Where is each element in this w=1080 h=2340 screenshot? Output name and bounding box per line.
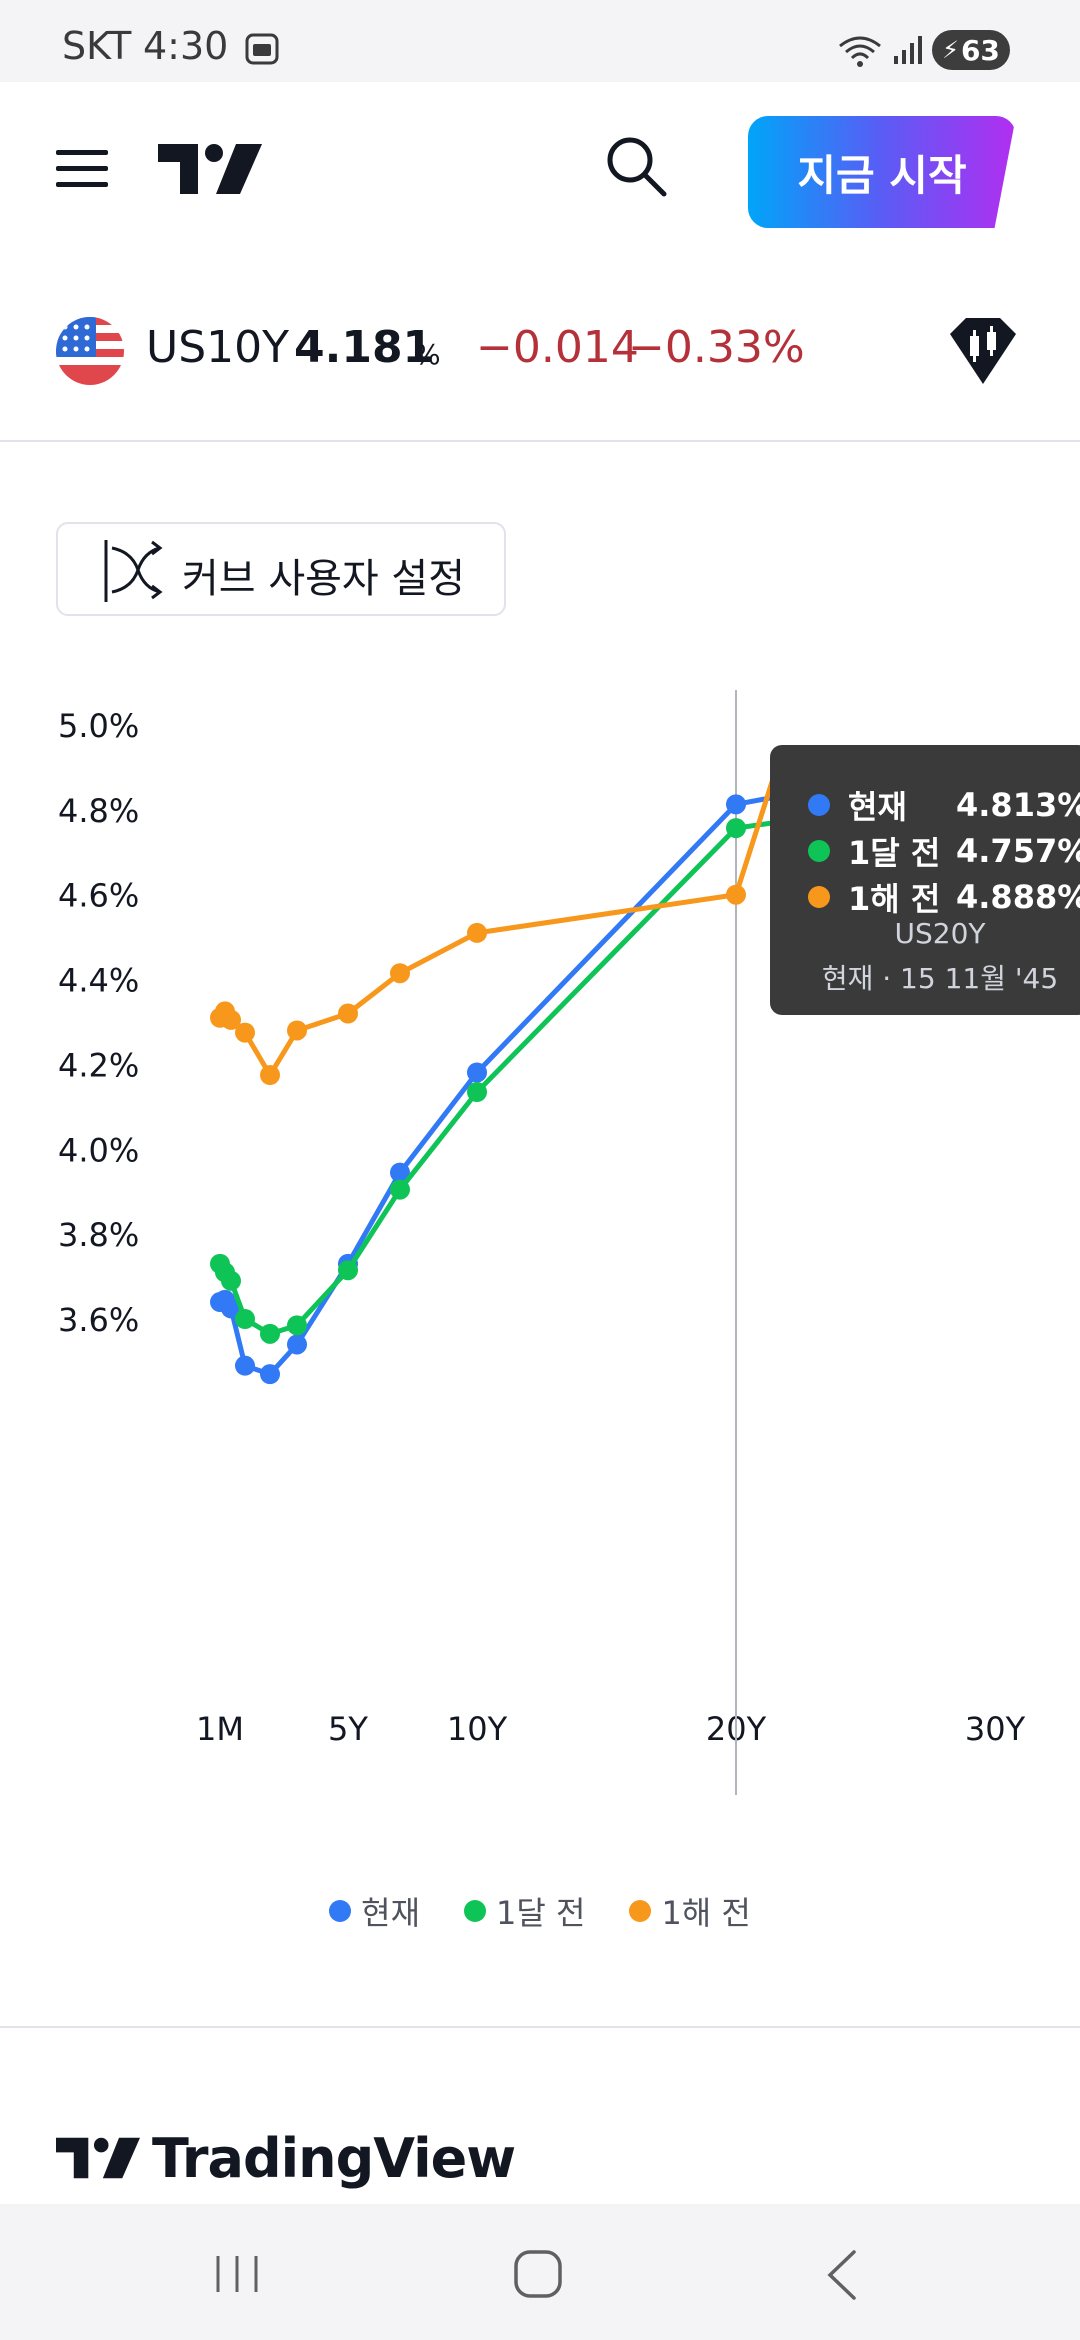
signal-icon [894, 36, 922, 64]
chart-legend: 현재 1달 전 1해 전 [0, 1886, 1080, 1936]
last-price: 4.181 [294, 322, 434, 373]
y-axis-tick-label: 4.2% [58, 1046, 139, 1084]
price-change: −0.014 [476, 322, 639, 373]
battery-indicator: ⚡ 63 [932, 30, 1010, 70]
carrier-label: SKT [62, 24, 132, 68]
screenshot-icon [245, 33, 279, 65]
wifi-icon [839, 36, 881, 67]
tooltip-series-value: 4.813% [956, 786, 1080, 824]
tooltip-subtitle: 현재 · 15 11월 '45 [821, 962, 1059, 995]
series-point [726, 794, 746, 815]
customize-curve-label: 커브 사용자 설정 [182, 556, 466, 602]
series-point [726, 818, 746, 839]
series-point [467, 1062, 487, 1083]
symbol-header: US10Y 4.181 % −0.014 −0.33% [0, 300, 1080, 442]
us-flag-icon [56, 317, 124, 385]
x-axis-tick-label: 1M [196, 1710, 244, 1748]
legend-item[interactable]: 1해 전 [629, 1886, 751, 1936]
series-point [287, 1334, 307, 1355]
battery-level: 63 [960, 33, 1000, 67]
hamburger-menu-icon[interactable] [56, 150, 108, 190]
home-icon[interactable] [512, 2248, 564, 2300]
tradingview-logo [56, 2137, 140, 2179]
x-axis-tick-label: 10Y [447, 1710, 508, 1748]
series-point [390, 1179, 410, 1200]
series-dot-1-year-ago [808, 886, 830, 908]
get-started-button[interactable]: 지금 시작 [748, 116, 1016, 228]
section-divider [0, 2026, 1080, 2028]
legend-label: 1달 전 [496, 1894, 586, 1932]
recent-apps-icon[interactable] [214, 2252, 260, 2296]
series-point [287, 1315, 307, 1336]
brand-name: TradingView [152, 2126, 516, 2190]
customize-curve-button[interactable]: 커브 사용자 설정 [56, 522, 506, 616]
legend-dot [464, 1900, 487, 1922]
series-point [260, 1364, 280, 1385]
tradingview-logo[interactable] [158, 142, 262, 196]
series-point [467, 1082, 487, 1103]
series-point [235, 1022, 255, 1043]
legend-label: 1해 전 [661, 1894, 751, 1932]
search-icon[interactable] [604, 134, 668, 198]
series-point [467, 922, 487, 943]
legend-item[interactable]: 1달 전 [464, 1886, 585, 1936]
charging-icon: ⚡ [942, 36, 959, 64]
back-icon[interactable] [822, 2248, 862, 2302]
series-point [235, 1355, 255, 1376]
legend-dot [329, 1900, 352, 1922]
system-nav-bar [0, 2204, 1080, 2340]
tooltip-series-name: 현재 [848, 788, 907, 826]
footer-brand[interactable]: TradingView [56, 2126, 516, 2190]
series-point [390, 963, 410, 984]
tooltip-series-name: 1달 전 [848, 834, 941, 872]
x-axis-tick-label: 30Y [965, 1710, 1026, 1748]
series-point [338, 1260, 358, 1281]
tooltip-series-value: 4.757% [956, 832, 1080, 870]
tooltip-symbol: US20Y [894, 917, 986, 950]
legend-dot [629, 1900, 652, 1922]
yield-curve-chart[interactable]: 5.0% 4.8% 4.6% 4.4% 4.2% 4.0% 3.8% 3.6% 1M 5Y 10Y 2… [0, 660, 1080, 2000]
series-point [235, 1309, 255, 1329]
legend-label: 현재 [361, 1894, 421, 1932]
series-point [287, 1020, 307, 1041]
curve-settings-icon [104, 540, 163, 602]
price-unit: % [414, 338, 441, 371]
top-header: 지금 시작 [0, 82, 1080, 258]
series-point [221, 1009, 241, 1030]
series-dot-current [808, 794, 830, 816]
clock: 4:30 [143, 24, 229, 68]
series-point [390, 1162, 410, 1183]
y-axis-tick-label: 3.6% [58, 1301, 139, 1339]
series-point [221, 1298, 241, 1319]
chart-tooltip: 현재 4.813% 1달 전 4.757% 1해 전 4.888% US20Y … [770, 745, 1080, 1015]
tooltip-series-name: 1해 전 [848, 880, 941, 918]
symbol-name: US10Y [146, 322, 289, 373]
status-bar: SKT 4:30 ⚡ 63 [0, 0, 1080, 82]
y-axis-tick-label: 3.8% [58, 1216, 139, 1254]
series-point [726, 884, 746, 905]
price-change-percent: −0.33% [628, 322, 805, 373]
y-axis-tick-label: 4.6% [58, 877, 139, 915]
series-point [338, 1003, 358, 1024]
tooltip-row: 1달 전 4.757% [808, 829, 1080, 873]
tooltip-row: 현재 4.813% [808, 783, 1080, 827]
tooltip-row: 1해 전 4.888% [808, 875, 1080, 919]
series-dot-1-month-ago [808, 840, 830, 862]
x-axis-tick-label: 5Y [328, 1710, 368, 1748]
legend-item[interactable]: 현재 [329, 1886, 420, 1936]
y-axis-tick-label: 4.8% [58, 792, 139, 830]
tooltip-series-value: 4.888% [956, 878, 1080, 916]
yield-curve-plot[interactable]: 5.0%4.8%4.6%4.4%4.2%4.0%3.8%3.6%1M 5Y 10Y 2… [0, 660, 1080, 1880]
y-axis-tick-label: 4.0% [58, 1131, 139, 1169]
y-axis-tick-label: 4.4% [58, 962, 139, 1000]
series-point [221, 1270, 241, 1291]
series-line-0 [219, 794, 776, 1377]
y-axis-tick-label: 5.0% [58, 707, 139, 745]
series-point [260, 1065, 280, 1086]
candlestick-gem-icon[interactable] [946, 316, 1020, 386]
series-point [260, 1323, 280, 1344]
